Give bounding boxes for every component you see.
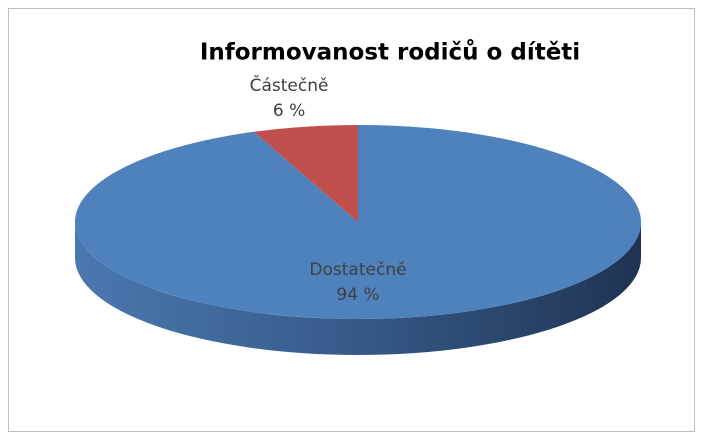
- pie-slice: [253, 125, 358, 222]
- slice-label: Částečně: [250, 74, 329, 96]
- pie-side: [75, 222, 641, 355]
- slice-label: Dostatečně: [309, 260, 406, 280]
- slice-value-label: 6 %: [273, 101, 305, 121]
- chart-title: Informovanost rodičů o dítěti: [200, 39, 580, 66]
- slice-value-label: 94 %: [336, 285, 379, 305]
- pie-slice: [74, 125, 641, 319]
